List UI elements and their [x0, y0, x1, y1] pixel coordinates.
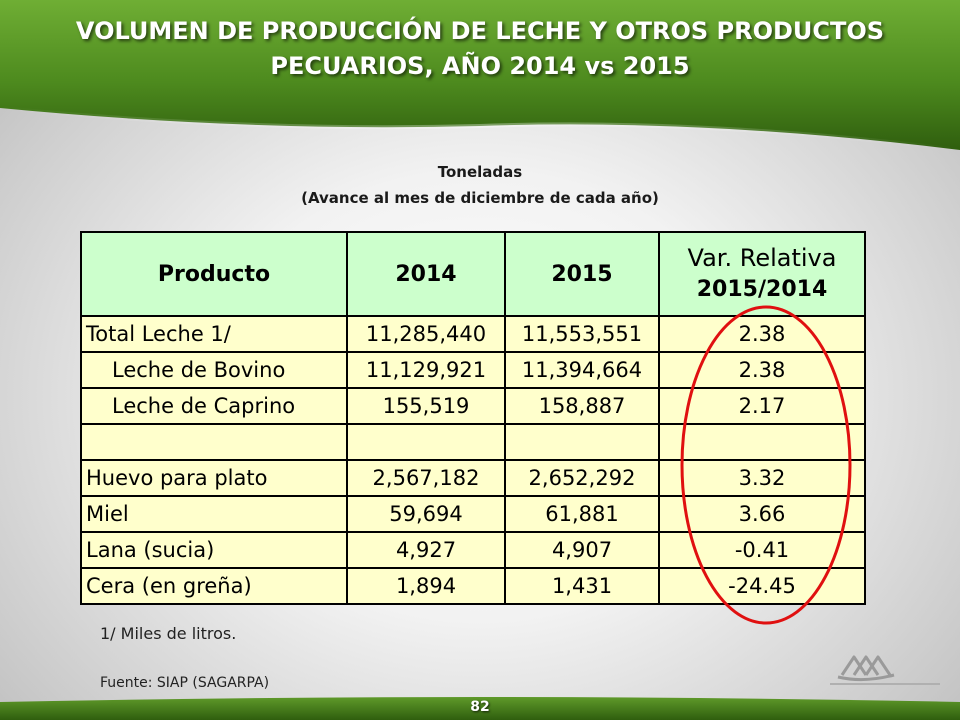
header-producto: Producto [80, 231, 348, 317]
cell-2015: 11,553,551 [504, 315, 660, 353]
cell-2014: 2,567,182 [346, 459, 506, 497]
slide-title: VOLUMEN DE PRODUCCIÓN DE LECHE Y OTROS P… [0, 14, 960, 84]
cell-2014: 155,519 [346, 387, 506, 425]
table-row: Total Leche 1/ 11,285,440 11,553,551 2.3… [80, 315, 866, 353]
cell-var: -0.41 [658, 531, 866, 569]
cell-product [80, 423, 348, 461]
cell-2015: 11,394,664 [504, 351, 660, 389]
header-var-relativa: Var. Relativa 2015/2014 [658, 231, 866, 317]
footer-banner [0, 697, 960, 720]
cell-product: Cera (en greña) [80, 567, 348, 605]
header-2015: 2015 [504, 231, 660, 317]
cell-product: Total Leche 1/ [80, 315, 348, 353]
period-label: (Avance al mes de diciembre de cada año) [301, 189, 659, 207]
cell-var: 2.38 [658, 351, 866, 389]
cell-2014: 59,694 [346, 495, 506, 533]
cell-2015: 61,881 [504, 495, 660, 533]
title-line-2: PECUARIOS, AÑO 2014 vs 2015 [270, 52, 690, 80]
cell-2015: 1,431 [504, 567, 660, 605]
cell-var: 3.32 [658, 459, 866, 497]
table-row: Miel 59,694 61,881 3.66 [80, 495, 866, 533]
table-row: Leche de Caprino 155,519 158,887 2.17 [80, 387, 866, 425]
cell-2015: 4,907 [504, 531, 660, 569]
cell-product: Leche de Caprino [80, 387, 348, 425]
table-header-row: Producto 2014 2015 Var. Relativa 2015/20… [80, 231, 866, 317]
header-var-line1: Var. Relativa [687, 244, 837, 272]
table-row: Lana (sucia) 4,927 4,907 -0.41 [80, 531, 866, 569]
page-number: 82 [470, 699, 490, 715]
cell-var: 2.17 [658, 387, 866, 425]
table-row: Huevo para plato 2,567,182 2,652,292 3.3… [80, 459, 866, 497]
cell-var [658, 423, 866, 461]
production-table: Producto 2014 2015 Var. Relativa 2015/20… [80, 231, 866, 605]
cell-2014: 11,129,921 [346, 351, 506, 389]
cell-product: Lana (sucia) [80, 531, 348, 569]
cell-product: Miel [80, 495, 348, 533]
cell-2014: 11,285,440 [346, 315, 506, 353]
source-label: Fuente: SIAP (SAGARPA) [100, 675, 270, 691]
header-var-line2: 2015/2014 [696, 277, 828, 302]
cell-2014: 1,894 [346, 567, 506, 605]
cell-var: 2.38 [658, 315, 866, 353]
cell-2014: 4,927 [346, 531, 506, 569]
header-2014: 2014 [346, 231, 506, 317]
table-row: Cera (en greña) 1,894 1,431 -24.45 [80, 567, 866, 605]
table-row: Leche de Bovino 11,129,921 11,394,664 2.… [80, 351, 866, 389]
cell-var: -24.45 [658, 567, 866, 605]
cell-2015: 2,652,292 [504, 459, 660, 497]
cell-2014 [346, 423, 506, 461]
consejo-nacional-agropecuario-logo-icon [830, 655, 940, 685]
header-banner [0, 0, 960, 152]
table-row-empty [80, 423, 866, 461]
cell-product: Huevo para plato [80, 459, 348, 497]
footnote: 1/ Miles de litros. [100, 624, 237, 643]
cell-2015: 158,887 [504, 387, 660, 425]
units-label: Toneladas [437, 163, 523, 181]
cell-2015 [504, 423, 660, 461]
title-line-1: VOLUMEN DE PRODUCCIÓN DE LECHE Y OTROS P… [75, 17, 885, 45]
cell-var: 3.66 [658, 495, 866, 533]
cell-product: Leche de Bovino [80, 351, 348, 389]
